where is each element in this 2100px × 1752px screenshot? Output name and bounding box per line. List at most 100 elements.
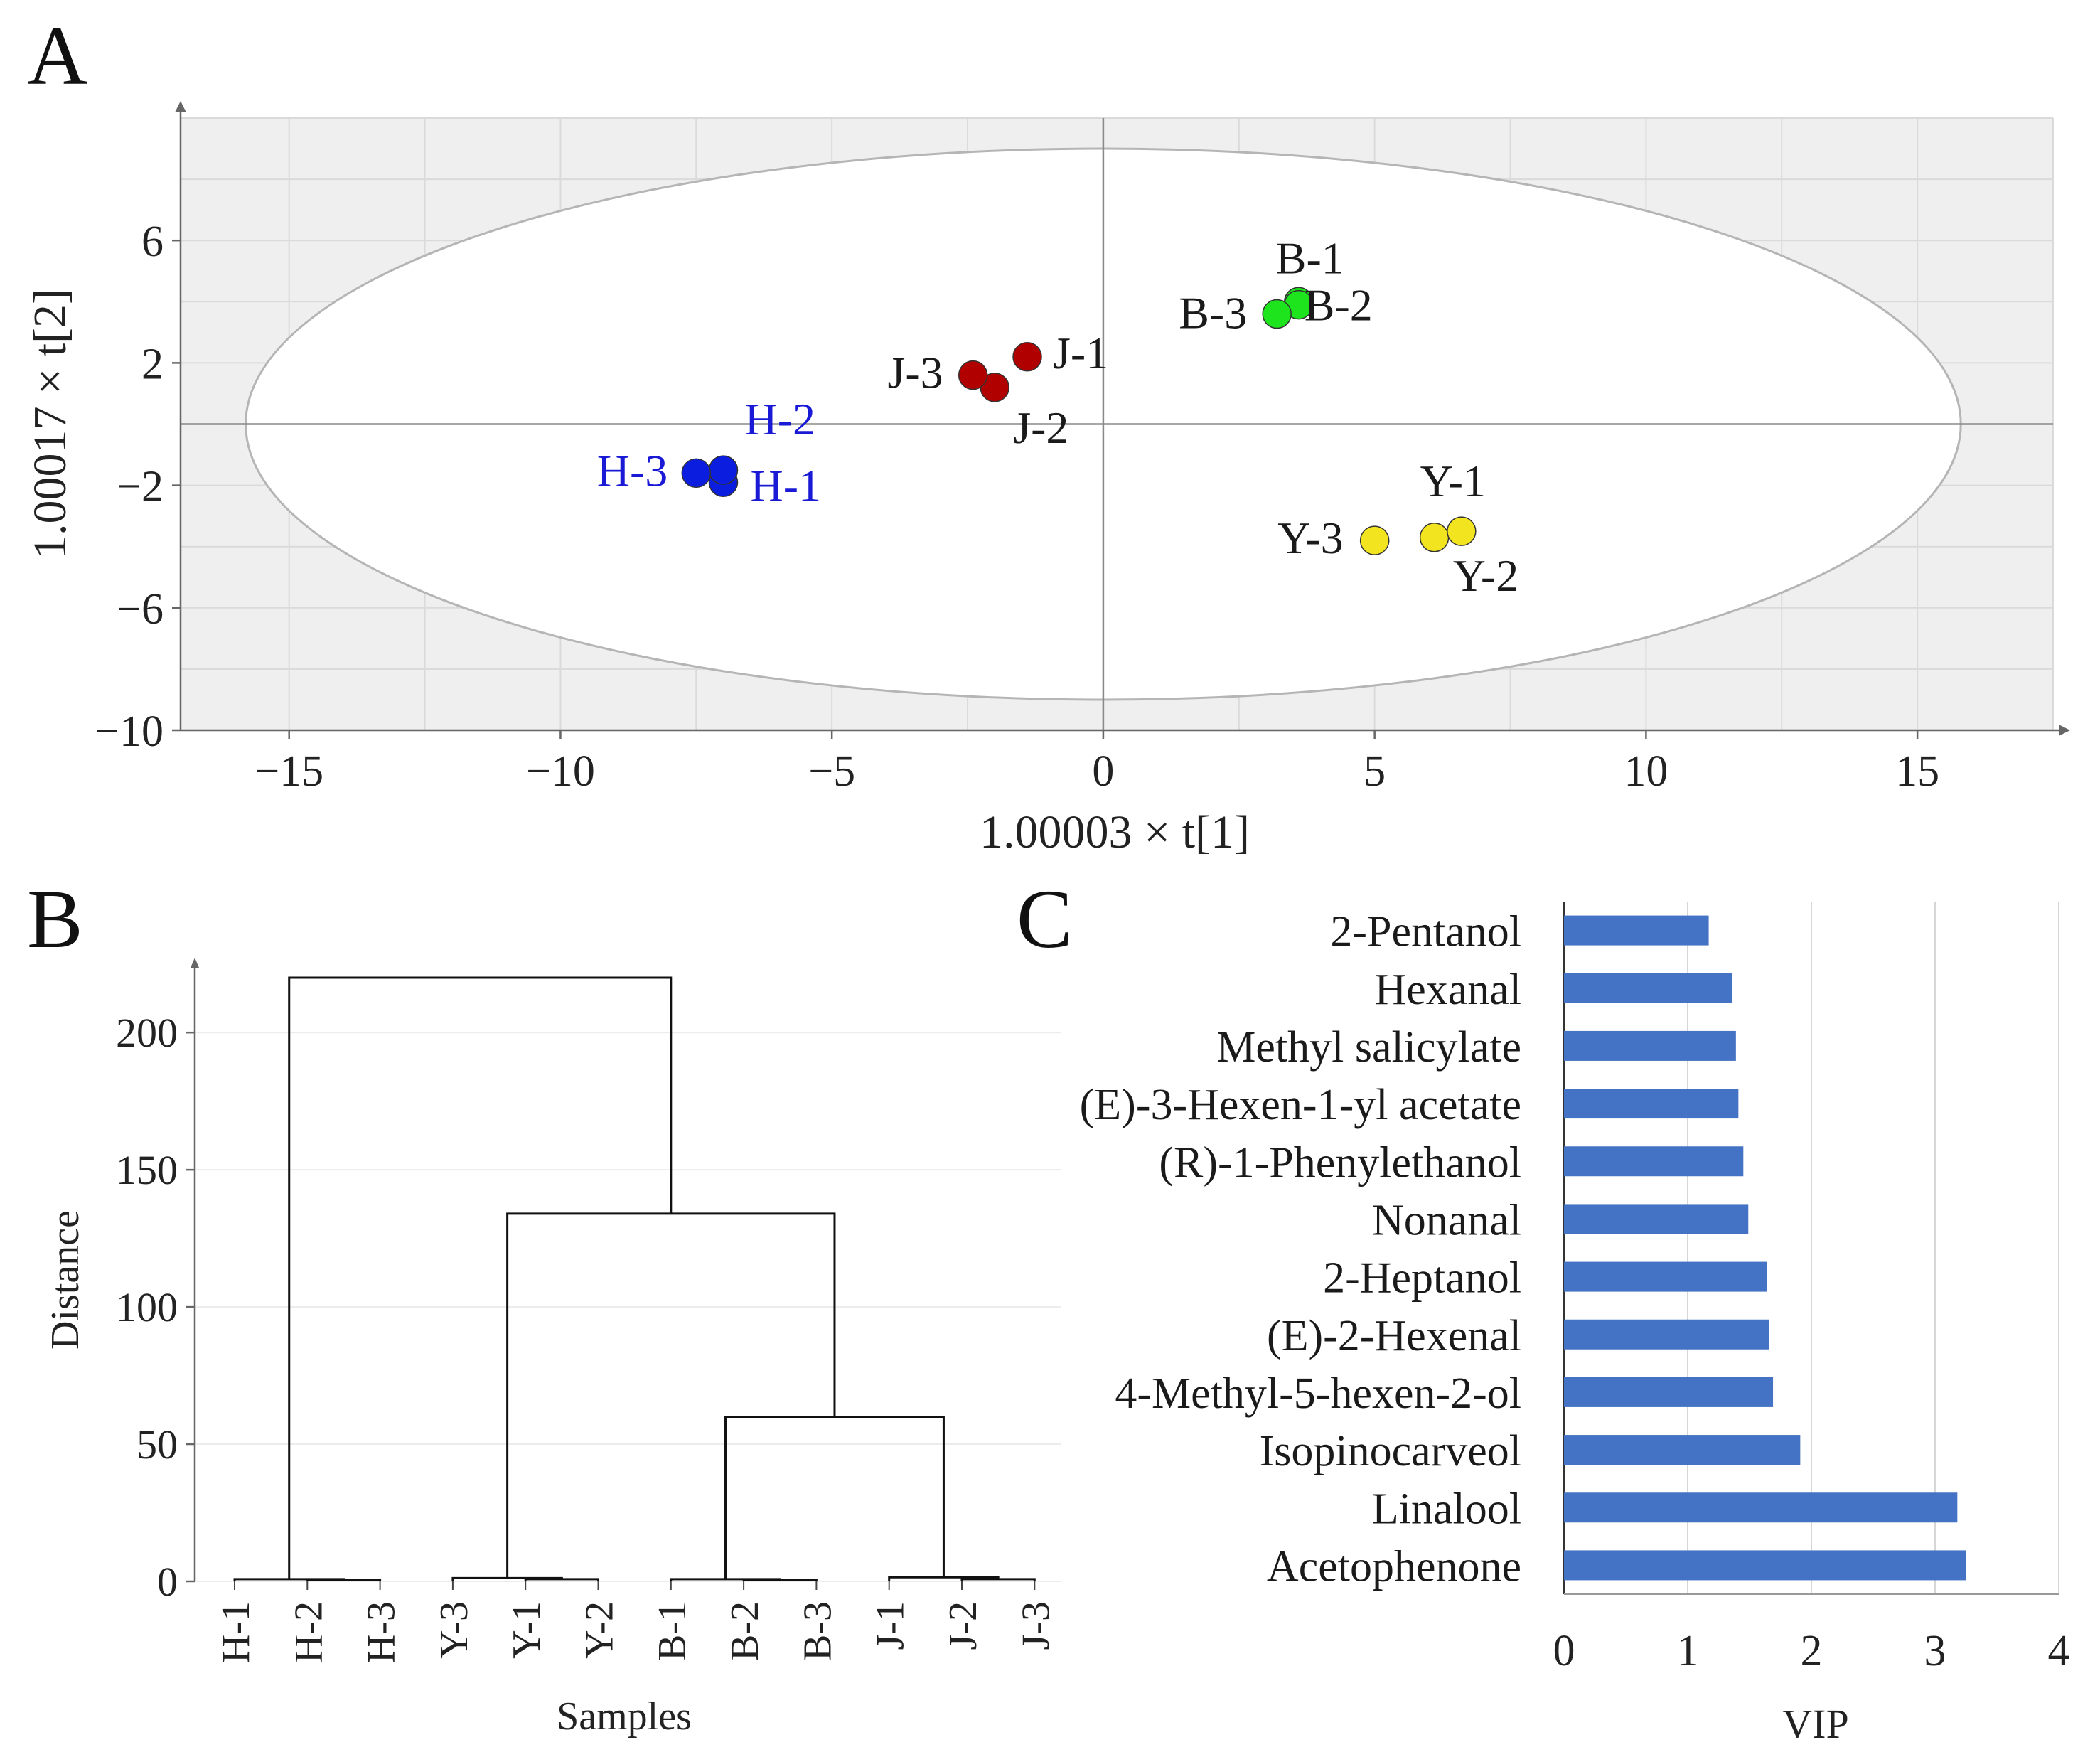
score-plot-x-tick-label: −10: [526, 747, 595, 796]
vip-category-label: (E)-3-Hexen-1-yl acetate: [1080, 1081, 1521, 1129]
score-point-label: J-1: [1053, 328, 1108, 378]
vip-bar: [1564, 1492, 1958, 1523]
vip-category-label: Isopinocarveol: [1260, 1427, 1521, 1475]
vip-x-tick-label: 3: [1924, 1627, 1946, 1675]
panel-label-a: A: [27, 9, 87, 102]
score-plot-y-arrow: [175, 101, 186, 112]
vip-bar: [1564, 973, 1732, 1003]
score-plot: −15 −10 −5 0 5 10 15 −10 −6 −2 2 6 H-1 H-2 H-3 J-1 J-2 J…: [24, 101, 2070, 858]
vip-category-label: Hexanal: [1374, 966, 1521, 1014]
score-plot-y-tick-label: 2: [141, 340, 164, 388]
vip-category-label: 4-Methyl-5-hexen-2-ol: [1115, 1369, 1521, 1418]
vip-bar: [1564, 1377, 1774, 1407]
score-plot-x-tick-label: 10: [1624, 747, 1668, 796]
vip-chart-x-label: VIP: [1782, 1701, 1848, 1747]
score-plot-x-label: 1.00003 × t[1]: [980, 806, 1250, 858]
dendrogram-leaf-label: J-1: [869, 1601, 913, 1650]
dendrogram-y-arrow: [191, 958, 199, 968]
dendrogram-link: [506, 1212, 836, 1579]
panel-label-c: C: [1017, 872, 1073, 966]
score-point-label: Y-3: [1277, 513, 1343, 563]
score-point-h-2: [708, 455, 739, 485]
dendrogram-link: [306, 1579, 382, 1581]
dendrogram-link: [288, 976, 673, 1579]
vip-x-tick-label: 2: [1801, 1627, 1823, 1675]
score-point-y-3: [1359, 525, 1390, 555]
score-plot-y-tick-label: −2: [117, 463, 164, 511]
vip-category-label: Acetophenone: [1267, 1542, 1521, 1591]
score-point-y-2: [1447, 516, 1477, 546]
vip-category-label: 2-Pentanol: [1330, 908, 1521, 956]
score-plot-x-tick-label: 15: [1895, 747, 1939, 796]
score-plot-y-tick-label: 6: [141, 218, 164, 266]
vip-bar: [1564, 1204, 1749, 1234]
score-plot-ticks: −15 −10 −5 0 5 10 15 −10 −6 −2 2 6: [95, 218, 1939, 796]
score-point-b-3: [1262, 299, 1292, 329]
score-point-label: J-2: [1013, 402, 1068, 453]
dendrogram-y-tick-label: 0: [157, 1559, 178, 1605]
dendrogram-leaf-label: H-1: [214, 1601, 258, 1663]
dendrogram: 0 50 100 150 200 H-1 H-2 H-3 Y-3 Y-1 Y-2 B-1 B-2 B-3 J…: [43, 958, 1061, 1738]
dendrogram-leaf-label: Y-2: [578, 1601, 622, 1659]
vip-chart-bars: 2-Pentanol Hexanal Methyl salicylate (E)-3-…: [1080, 908, 1966, 1591]
dendrogram-leaf-label: B-1: [650, 1601, 695, 1661]
vip-category-label: Methyl salicylate: [1216, 1023, 1521, 1072]
vip-category-label: (E)-2-Hexenal: [1267, 1312, 1521, 1360]
dendrogram-leaf-label: H-2: [286, 1601, 331, 1663]
vip-bar: [1564, 1146, 1744, 1177]
dendrogram-link: [451, 1576, 563, 1581]
score-point-label: J-3: [887, 348, 943, 398]
score-point-y-1: [1419, 523, 1450, 552]
dendrogram-link: [742, 1579, 818, 1581]
score-point-j-1: [1012, 342, 1042, 372]
score-plot-x-tick-label: −5: [808, 747, 855, 796]
score-plot-y-tick-label: −6: [117, 585, 164, 634]
dendrogram-leaf-label: Y-3: [432, 1601, 476, 1659]
score-point-label: H-1: [750, 460, 821, 511]
score-plot-x-tick-label: 0: [1092, 747, 1114, 796]
dendrogram-x-label: Samples: [557, 1694, 692, 1738]
vip-category-label: Nonanal: [1372, 1196, 1521, 1244]
score-point-label: B-2: [1305, 280, 1373, 331]
dendrogram-y-label: Distance: [43, 1210, 87, 1350]
vip-bar: [1564, 1030, 1736, 1061]
vip-bar-chart: 2-Pentanol Hexanal Methyl salicylate (E)-3-…: [1080, 902, 2070, 1747]
vip-bar: [1564, 915, 1709, 946]
score-point-label: B-1: [1276, 233, 1344, 283]
dendrogram-leaf-label: J-3: [1014, 1601, 1058, 1650]
score-point-label: B-3: [1179, 288, 1247, 338]
vip-category-label: 2-Heptanol: [1323, 1254, 1521, 1303]
vip-chart-grid: [1563, 902, 2059, 1595]
score-point-h-3: [681, 458, 712, 488]
vip-chart-ticks: 0 1 2 3 4: [1553, 1627, 2070, 1675]
vip-category-label: (R)-1-Phenylethanol: [1159, 1138, 1521, 1187]
vip-x-tick-label: 4: [2048, 1627, 2070, 1675]
vip-bar: [1564, 1319, 1769, 1350]
dendrogram-y-tick-label: 50: [136, 1421, 178, 1468]
dendrogram-y-tick-label: 200: [116, 1010, 178, 1056]
score-point-label: Y-1: [1420, 456, 1486, 506]
dendrogram-leaf-label: B-3: [795, 1601, 840, 1661]
score-plot-axes: [175, 101, 2070, 736]
score-plot-points: H-1 H-2 H-3 J-1 J-2 J-3 B-1B-2 B-3 Y-1 Y-2 Y-3: [597, 233, 1518, 601]
dendrogram-links: [233, 976, 1036, 1581]
panel-label-b: B: [27, 872, 83, 966]
score-point-label: Y-2: [1453, 550, 1518, 601]
dendrogram-leaf-label: B-2: [723, 1601, 767, 1661]
score-point-label: H-3: [597, 445, 668, 496]
vip-bar: [1564, 1435, 1801, 1465]
score-point-j-3: [958, 360, 988, 390]
dendrogram-y-tick-label: 150: [116, 1147, 178, 1193]
vip-x-tick-label: 1: [1677, 1627, 1699, 1675]
dendrogram-leaf-label: Y-1: [505, 1601, 549, 1659]
vip-bar: [1564, 1261, 1767, 1292]
score-plot-x-arrow: [2059, 725, 2070, 736]
dendrogram-link: [724, 1415, 945, 1579]
vip-bar: [1564, 1550, 1966, 1581]
score-plot-y-label: 1.00017 × t[2]: [24, 289, 76, 559]
score-point-label: H-2: [744, 394, 815, 444]
vip-x-tick-label: 0: [1553, 1627, 1575, 1675]
dendrogram-leaf-label: H-3: [360, 1601, 404, 1663]
vip-bar: [1564, 1089, 1739, 1119]
